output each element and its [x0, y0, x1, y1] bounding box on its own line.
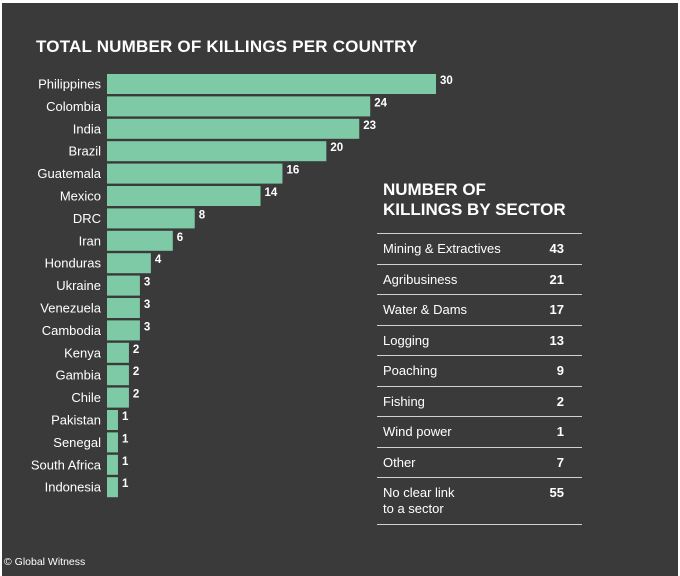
bar-value-label: 14: [265, 187, 278, 199]
bar-value-label: 23: [363, 120, 376, 132]
sector-title-line-2: KILLINGS BY SECTOR: [383, 200, 566, 219]
bar-value-label: 2: [133, 389, 139, 401]
sector-row-water-dams: Water & Dams 17: [377, 295, 582, 326]
sector-value: 1: [556, 424, 564, 439]
country-label: Honduras: [45, 256, 102, 271]
sector-value: 7: [556, 454, 564, 470]
bar-value-label: 2: [133, 366, 139, 378]
sector-row-mining: Mining & Extractives 43: [377, 234, 582, 265]
sector-name: Agribusiness: [383, 271, 458, 287]
bar-value-label: 20: [330, 142, 343, 154]
bar: [107, 118, 360, 139]
sector-row-wind-power: Wind power 1: [377, 417, 582, 448]
chart-title: TOTAL NUMBER OF KILLINGS PER COUNTRY: [36, 37, 418, 56]
sector-table-title: NUMBER OF KILLINGS BY SECTOR: [383, 180, 623, 220]
sector-name: Other: [383, 454, 416, 470]
sector-value: 43: [549, 241, 564, 256]
country-label: Cambodia: [42, 323, 102, 338]
country-label: Ukraine: [56, 278, 101, 293]
bar: [107, 410, 118, 430]
country-label: Senegal: [53, 435, 101, 450]
bar-value-label: 1: [122, 456, 129, 468]
sector-name: Fishing: [383, 393, 425, 409]
bar-value-label: 1: [122, 478, 129, 490]
country-label: Guatemala: [37, 166, 101, 181]
bar-value-label: 30: [440, 75, 453, 87]
bar: [107, 230, 173, 251]
country-label: South Africa: [31, 457, 102, 472]
sector-row-fishing: Fishing 2: [377, 387, 582, 417]
sector-name: Mining & Extractives: [383, 241, 501, 256]
country-label: Indonesia: [45, 480, 102, 495]
sector-name: Water & Dams: [383, 302, 468, 317]
bar: [107, 74, 436, 94]
country-label: Gambia: [55, 368, 101, 383]
bar-value-label: 1: [122, 433, 129, 445]
sector-name: Logging: [383, 332, 430, 348]
bar-value-label: 2: [133, 344, 139, 356]
country-label: Brazil: [68, 144, 101, 159]
country-label: Kenya: [64, 345, 102, 360]
sector-row-no-clear-link: No clear link to a sector 55: [377, 478, 582, 525]
bar: [107, 186, 261, 206]
sector-value: 55: [549, 485, 564, 500]
bar: [107, 365, 129, 386]
sector-value: 21: [549, 271, 564, 287]
bar: [107, 163, 283, 184]
sector-row-agribusiness: Agribusiness 21: [377, 265, 582, 295]
country-label: Venezuela: [40, 301, 101, 316]
bar: [107, 96, 371, 117]
bar: [107, 320, 140, 341]
sector-name: Wind power: [383, 424, 452, 439]
bar-value-label: 1: [122, 411, 129, 423]
bar: [107, 208, 195, 229]
bar-value-label: 24: [374, 97, 387, 109]
sector-row-other: Other 7: [377, 448, 582, 478]
sector-name: Poaching: [383, 363, 438, 378]
country-label: Chile: [71, 390, 101, 405]
bar-value-label: 3: [144, 299, 150, 311]
sector-value: 13: [549, 332, 564, 348]
sector-title-line-1: NUMBER OF: [383, 180, 486, 199]
sector-row-logging: Logging 13: [377, 326, 582, 356]
country-label: Pakistan: [51, 413, 101, 428]
country-label: Mexico: [60, 189, 101, 204]
bar-value-label: 3: [144, 321, 150, 333]
country-label: DRC: [73, 211, 101, 226]
bar: [107, 253, 151, 274]
bar-value-label: 6: [177, 232, 183, 244]
sector-name: No clear link to a sector: [383, 485, 455, 516]
sector-value: 2: [556, 393, 564, 409]
sector-value: 17: [549, 302, 564, 317]
sector-value: 9: [556, 363, 564, 378]
sector-row-poaching: Poaching 9: [377, 356, 582, 387]
sector-table: Mining & Extractives 43 Agribusiness 21 …: [377, 233, 582, 525]
country-label: Iran: [79, 233, 101, 248]
bar: [107, 387, 129, 408]
country-label: Colombia: [46, 99, 102, 114]
bar: [107, 141, 327, 162]
source-credit: © Global Witness: [4, 556, 86, 568]
bar: [107, 342, 129, 363]
country-label: India: [73, 121, 102, 136]
bar-value-label: 16: [286, 165, 299, 177]
country-label: Philippines: [38, 77, 101, 92]
bar-value-label: 8: [199, 209, 206, 221]
bar: [107, 432, 118, 453]
bar-value-label: 4: [155, 254, 162, 266]
bar: [107, 298, 140, 318]
bar-value-label: 3: [144, 277, 150, 289]
bar: [107, 454, 118, 475]
bar: [107, 275, 140, 296]
bar: [107, 477, 118, 498]
